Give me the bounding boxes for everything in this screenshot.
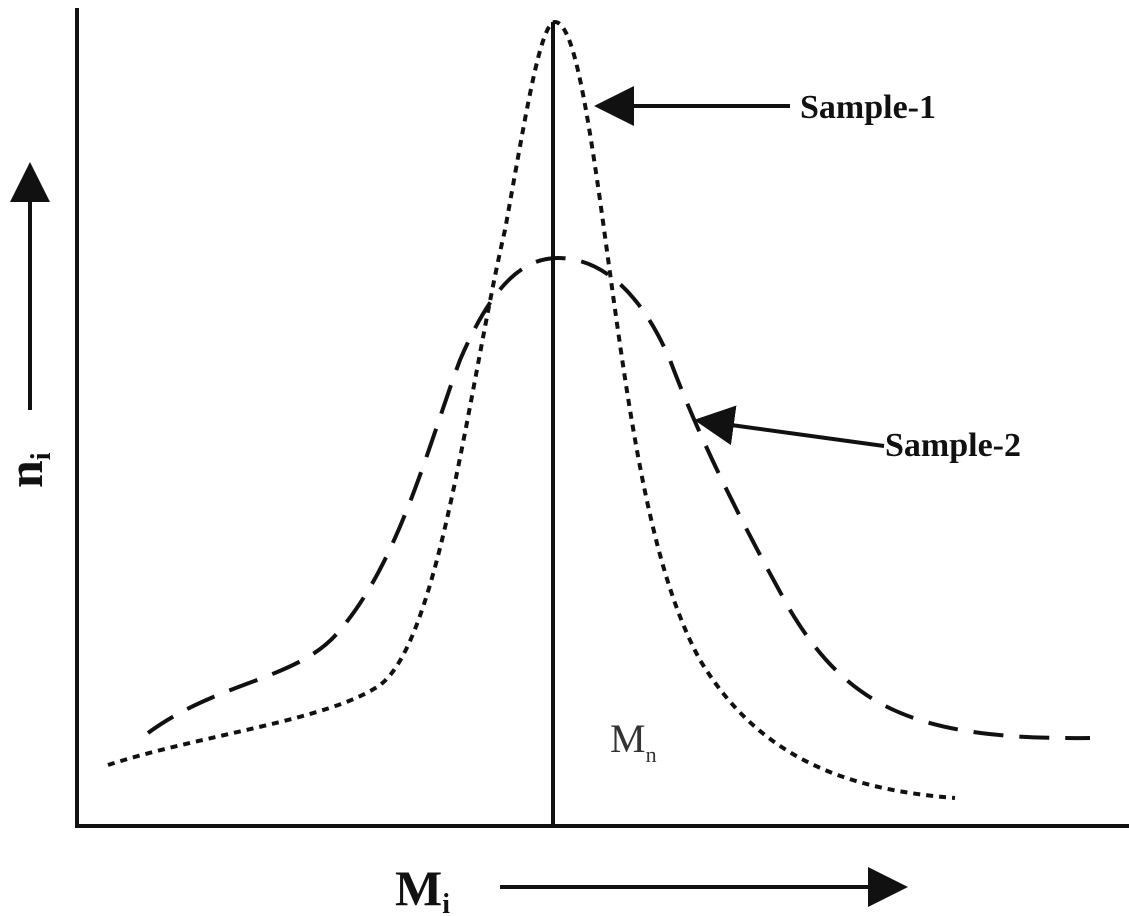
x-axis-title-main: M [395,860,442,916]
sample-2-pointer-arrow [702,421,884,446]
mean-label: Mn [610,716,657,767]
y-axis-title-main: n [0,460,53,488]
sample-2-label: Sample-2 [885,427,1021,464]
y-axis-title: ni [0,452,57,488]
mean-label-subscript: n [646,742,657,767]
y-axis-title-group: ni [0,452,57,488]
x-axis-title: Mi [395,860,450,916]
x-axis-title-subscript: i [442,889,450,916]
sample-2-curve [148,258,1090,738]
mean-label-main: M [610,716,646,761]
y-axis-title-subscript: i [26,452,57,460]
sample-1-label: Sample-1 [800,89,936,126]
sample-1-curve [108,22,955,798]
